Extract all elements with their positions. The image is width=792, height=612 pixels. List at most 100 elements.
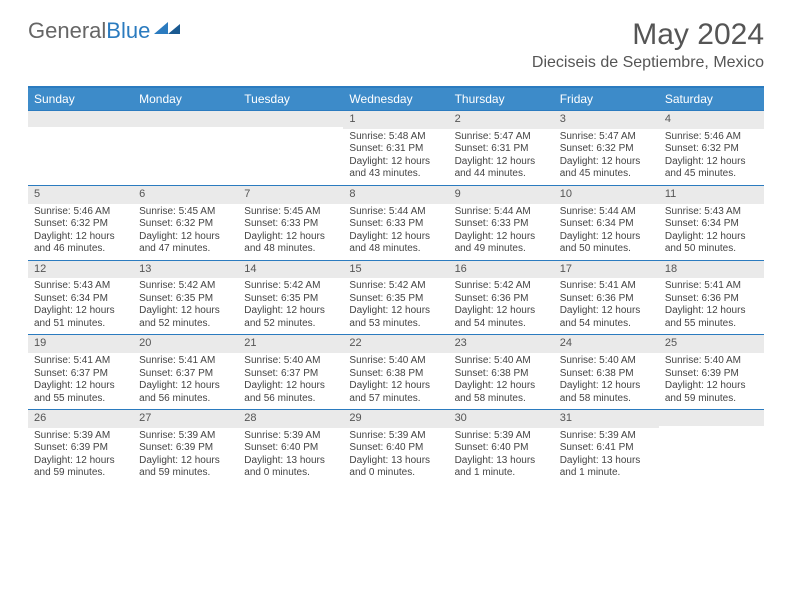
day-cell: 20Sunrise: 5:41 AMSunset: 6:37 PMDayligh…: [133, 335, 238, 409]
dow-saturday: Saturday: [659, 88, 764, 110]
dow-wednesday: Wednesday: [343, 88, 448, 110]
daylight-text: Daylight: 12 hours and 53 minutes.: [343, 305, 448, 330]
sunset-text: Sunset: 6:39 PM: [28, 442, 133, 455]
sunset-text: Sunset: 6:40 PM: [449, 442, 554, 455]
day-number: [238, 111, 343, 127]
day-cell: 26Sunrise: 5:39 AMSunset: 6:39 PMDayligh…: [28, 410, 133, 484]
day-cell: 11Sunrise: 5:43 AMSunset: 6:34 PMDayligh…: [659, 186, 764, 260]
daylight-text: Daylight: 12 hours and 56 minutes.: [133, 380, 238, 405]
daylight-text: Daylight: 12 hours and 59 minutes.: [659, 380, 764, 405]
sunset-text: Sunset: 6:34 PM: [28, 293, 133, 306]
sunrise-text: Sunrise: 5:39 AM: [238, 430, 343, 443]
day-cell: 31Sunrise: 5:39 AMSunset: 6:41 PMDayligh…: [554, 410, 659, 484]
day-cell: [659, 410, 764, 484]
sunrise-text: Sunrise: 5:41 AM: [554, 280, 659, 293]
daylight-text: Daylight: 12 hours and 59 minutes.: [133, 455, 238, 480]
sunrise-text: Sunrise: 5:40 AM: [238, 355, 343, 368]
day-cell: 4Sunrise: 5:46 AMSunset: 6:32 PMDaylight…: [659, 111, 764, 185]
week-row: 1Sunrise: 5:48 AMSunset: 6:31 PMDaylight…: [28, 110, 764, 185]
sunrise-text: Sunrise: 5:48 AM: [343, 131, 448, 144]
sunrise-text: Sunrise: 5:40 AM: [449, 355, 554, 368]
sunrise-text: Sunrise: 5:43 AM: [659, 206, 764, 219]
sunset-text: Sunset: 6:37 PM: [238, 368, 343, 381]
sunset-text: Sunset: 6:38 PM: [554, 368, 659, 381]
day-cell: 28Sunrise: 5:39 AMSunset: 6:40 PMDayligh…: [238, 410, 343, 484]
sunset-text: Sunset: 6:40 PM: [343, 442, 448, 455]
daylight-text: Daylight: 12 hours and 58 minutes.: [449, 380, 554, 405]
dow-sunday: Sunday: [28, 88, 133, 110]
day-number: 16: [449, 261, 554, 279]
daylight-text: Daylight: 12 hours and 50 minutes.: [554, 231, 659, 256]
day-number: 14: [238, 261, 343, 279]
sunrise-text: Sunrise: 5:47 AM: [554, 131, 659, 144]
day-number: [659, 410, 764, 426]
sunrise-text: Sunrise: 5:43 AM: [28, 280, 133, 293]
day-number: 11: [659, 186, 764, 204]
day-number: 29: [343, 410, 448, 428]
dow-friday: Friday: [554, 88, 659, 110]
day-number: 21: [238, 335, 343, 353]
day-cell: 5Sunrise: 5:46 AMSunset: 6:32 PMDaylight…: [28, 186, 133, 260]
week-row: 19Sunrise: 5:41 AMSunset: 6:37 PMDayligh…: [28, 334, 764, 409]
week-row: 5Sunrise: 5:46 AMSunset: 6:32 PMDaylight…: [28, 185, 764, 260]
calendar: Sunday Monday Tuesday Wednesday Thursday…: [28, 86, 764, 484]
day-number: 31: [554, 410, 659, 428]
day-number: 4: [659, 111, 764, 129]
day-cell: 15Sunrise: 5:42 AMSunset: 6:35 PMDayligh…: [343, 261, 448, 335]
title-block: May 2024 Dieciseis de Septiembre, Mexico: [532, 18, 764, 72]
dow-thursday: Thursday: [449, 88, 554, 110]
daylight-text: Daylight: 12 hours and 50 minutes.: [659, 231, 764, 256]
day-number: 30: [449, 410, 554, 428]
day-cell: 1 Sunrise: 5:48 AMSunset: 6:31 PMDaylight…: [343, 111, 448, 185]
sunrise-text: Sunrise: 5:42 AM: [449, 280, 554, 293]
day-number: 12: [28, 261, 133, 279]
sunset-text: Sunset: 6:31 PM: [449, 143, 554, 156]
day-cell: 25Sunrise: 5:40 AMSunset: 6:39 PMDayligh…: [659, 335, 764, 409]
daylight-text: Daylight: 12 hours and 44 minutes.: [449, 156, 554, 181]
sunrise-text: Sunrise: 5:42 AM: [133, 280, 238, 293]
daylight-text: Daylight: 12 hours and 47 minutes.: [133, 231, 238, 256]
day-cell: 14Sunrise: 5:42 AMSunset: 6:35 PMDayligh…: [238, 261, 343, 335]
sunrise-text: Sunrise: 5:46 AM: [659, 131, 764, 144]
sunrise-text: Sunrise: 5:41 AM: [133, 355, 238, 368]
daylight-text: Daylight: 12 hours and 51 minutes.: [28, 305, 133, 330]
daylight-text: Daylight: 12 hours and 43 minutes.: [343, 156, 448, 181]
dow-tuesday: Tuesday: [238, 88, 343, 110]
sunset-text: Sunset: 6:34 PM: [554, 218, 659, 231]
day-number: 28: [238, 410, 343, 428]
day-number: 22: [343, 335, 448, 353]
sunset-text: Sunset: 6:38 PM: [343, 368, 448, 381]
day-number: 17: [554, 261, 659, 279]
day-cell: 7Sunrise: 5:45 AMSunset: 6:33 PMDaylight…: [238, 186, 343, 260]
sunrise-text: Sunrise: 5:39 AM: [133, 430, 238, 443]
sunrise-text: Sunrise: 5:45 AM: [238, 206, 343, 219]
sunset-text: Sunset: 6:35 PM: [238, 293, 343, 306]
day-cell: 8Sunrise: 5:44 AMSunset: 6:33 PMDaylight…: [343, 186, 448, 260]
day-cell: 3Sunrise: 5:47 AMSunset: 6:32 PMDaylight…: [554, 111, 659, 185]
sunrise-text: Sunrise: 5:40 AM: [554, 355, 659, 368]
day-number: 25: [659, 335, 764, 353]
day-number: 1: [343, 111, 448, 129]
day-number: 26: [28, 410, 133, 428]
daylight-text: Daylight: 12 hours and 49 minutes.: [449, 231, 554, 256]
sunset-text: Sunset: 6:37 PM: [133, 368, 238, 381]
logo-text-blue: Blue: [106, 18, 150, 44]
sunrise-text: Sunrise: 5:46 AM: [28, 206, 133, 219]
week-row: 26Sunrise: 5:39 AMSunset: 6:39 PMDayligh…: [28, 409, 764, 484]
sunset-text: Sunset: 6:33 PM: [343, 218, 448, 231]
daylight-text: Daylight: 12 hours and 48 minutes.: [343, 231, 448, 256]
sunrise-text: Sunrise: 5:42 AM: [238, 280, 343, 293]
sunset-text: Sunset: 6:31 PM: [343, 143, 448, 156]
sunrise-text: Sunrise: 5:44 AM: [554, 206, 659, 219]
day-number: 24: [554, 335, 659, 353]
day-number: 27: [133, 410, 238, 428]
day-cell: 13Sunrise: 5:42 AMSunset: 6:35 PMDayligh…: [133, 261, 238, 335]
sunset-text: Sunset: 6:33 PM: [238, 218, 343, 231]
sunset-text: Sunset: 6:41 PM: [554, 442, 659, 455]
day-cell: 12Sunrise: 5:43 AMSunset: 6:34 PMDayligh…: [28, 261, 133, 335]
daylight-text: Daylight: 12 hours and 45 minutes.: [554, 156, 659, 181]
day-number: 10: [554, 186, 659, 204]
day-cell: 30Sunrise: 5:39 AMSunset: 6:40 PMDayligh…: [449, 410, 554, 484]
sunset-text: Sunset: 6:38 PM: [449, 368, 554, 381]
day-number: 23: [449, 335, 554, 353]
